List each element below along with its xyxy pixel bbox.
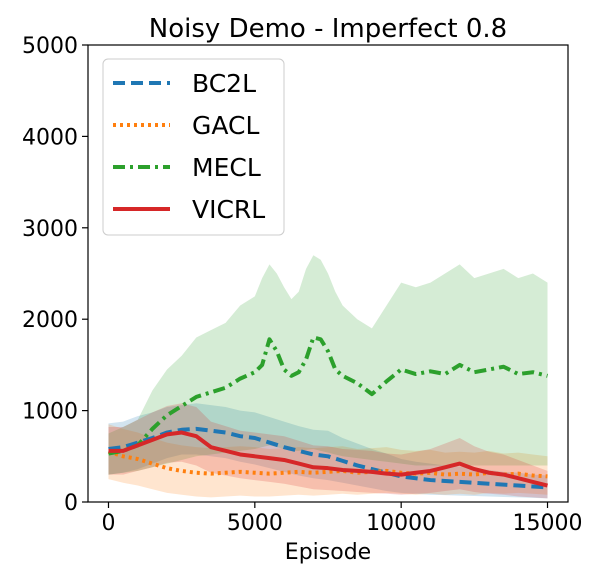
y-tick-label: 2000 <box>22 308 78 333</box>
x-tick-label: 5000 <box>227 511 283 536</box>
plot-area-border <box>87 44 569 503</box>
band-gacl <box>108 424 548 498</box>
chart-title: Noisy Demo - Imperfect 0.8 <box>149 14 507 44</box>
y-tick-label: 5000 <box>22 34 78 59</box>
band-bc2l <box>108 403 548 499</box>
y-axis-ticks: 0 1000 2000 3000 4000 5000 <box>22 34 88 516</box>
series-lines <box>107 335 548 490</box>
x-axis-ticks: 0 5000 10000 15000 <box>101 502 583 536</box>
y-tick-label: 3000 <box>22 217 78 242</box>
legend-label-mecl: MECL <box>192 153 261 182</box>
x-tick-label: 0 <box>101 511 115 536</box>
y-tick-label: 4000 <box>22 125 78 150</box>
series-line-bc2l <box>108 426 548 490</box>
y-tick-label: 1000 <box>22 400 78 425</box>
series-line-mecl <box>108 335 548 456</box>
legend-box <box>102 58 285 236</box>
x-tick-label: 10000 <box>366 511 436 536</box>
band-vicrl <box>108 403 548 499</box>
band-mecl <box>108 255 548 475</box>
legend-label-gacl: GACL <box>192 111 259 140</box>
chart-title-group: Noisy Demo - Imperfect 0.8 <box>149 14 507 44</box>
x-tick-label: 15000 <box>513 511 583 536</box>
x-axis-label: Episode <box>285 540 371 565</box>
legend-label-vicrl: VICRL <box>192 195 265 224</box>
legend: BC2L GACL MECL VICRL <box>102 58 285 236</box>
y-tick-label: 0 <box>64 491 78 516</box>
legend-label-bc2l: BC2L <box>192 69 256 98</box>
series-line-vicrl <box>108 430 548 488</box>
plot-frame <box>87 44 569 503</box>
confidence-bands <box>108 255 548 499</box>
